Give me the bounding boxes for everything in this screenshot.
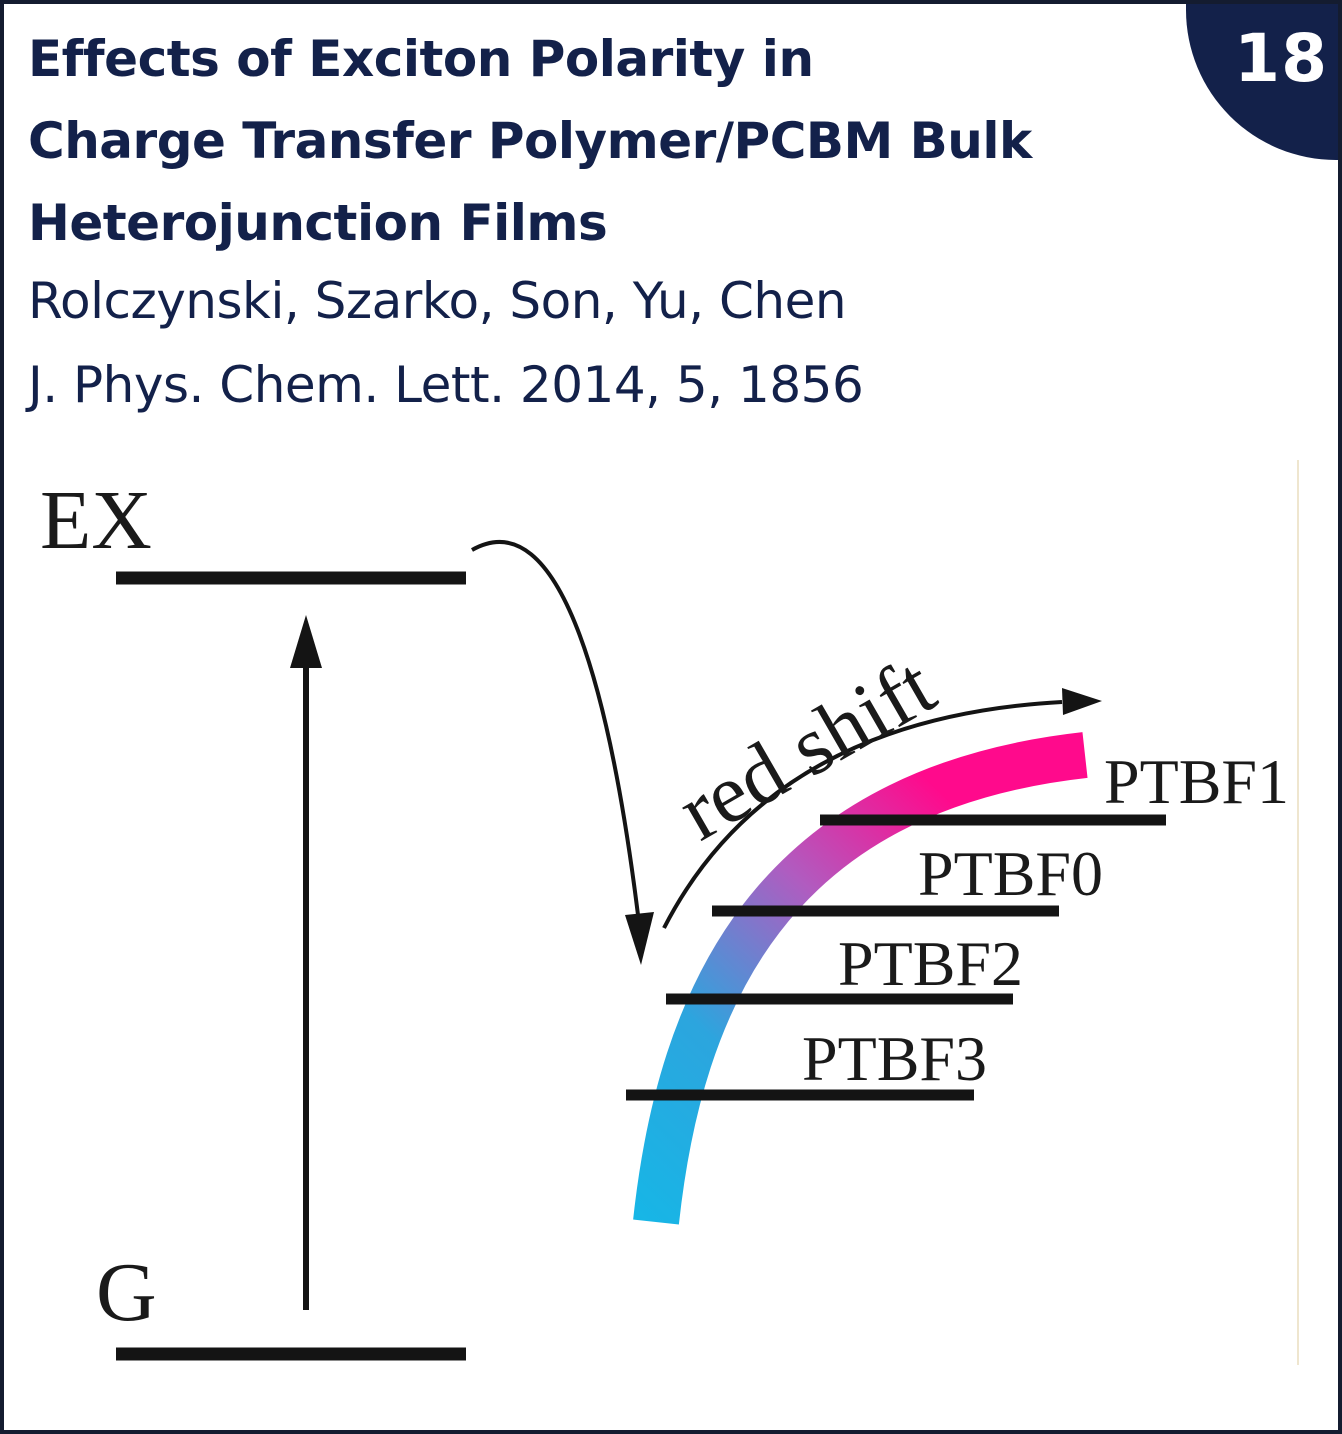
- red-shift-arrow: [662, 700, 1063, 929]
- title-line-3: Heterojunction Films: [28, 194, 608, 252]
- ground-state-label: G: [96, 1246, 157, 1339]
- charge-transfer-arrowhead: [625, 912, 654, 965]
- citation: J. Phys. Chem. Lett. 2014, 5, 1856: [28, 356, 864, 414]
- energy-level-diagram: EX G red shift PTBF1 PTBF0 PTBF2 PTBF3: [40, 460, 1299, 1365]
- label-ptbf2: PTBF2: [838, 928, 1023, 999]
- slide-number: 18: [1234, 20, 1328, 97]
- charge-transfer-arrow: [471, 540, 640, 916]
- energy-band: [633, 732, 1088, 1225]
- author-list: Rolczynski, Szarko, Son, Yu, Chen: [28, 272, 847, 330]
- label-ptbf0: PTBF0: [918, 838, 1103, 909]
- label-ptbf1: PTBF1: [1104, 746, 1289, 817]
- title-line-2: Charge Transfer Polymer/PCBM Bulk: [28, 112, 1032, 170]
- red-shift-arrowhead: [1062, 688, 1102, 715]
- excited-state-label: EX: [40, 474, 152, 567]
- label-ptbf3: PTBF3: [802, 1023, 987, 1094]
- excitation-arrowhead: [290, 615, 322, 668]
- title-line-1: Effects of Exciton Polarity in: [28, 30, 814, 88]
- paper-title: Effects of Exciton Polarity in Charge Tr…: [28, 18, 1178, 264]
